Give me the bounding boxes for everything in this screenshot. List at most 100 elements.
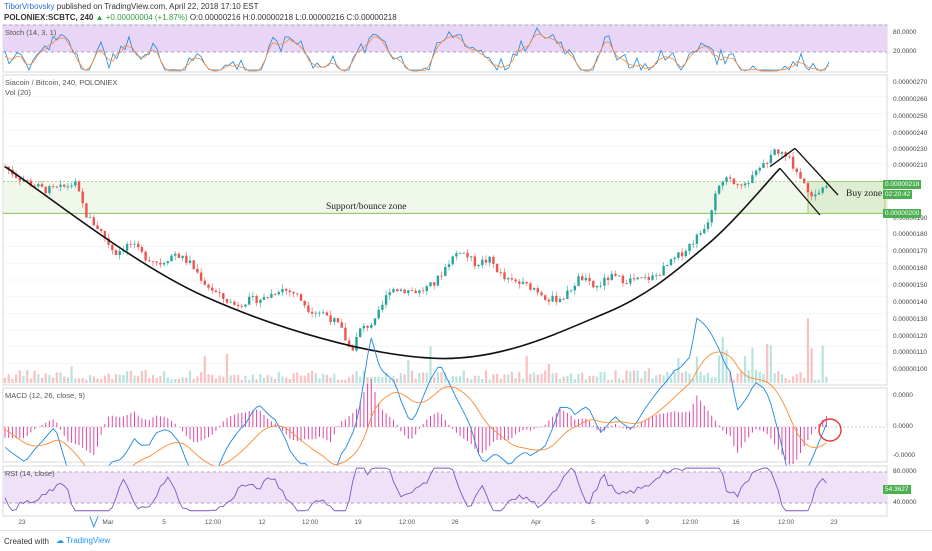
volume-bar [636, 370, 639, 383]
stoch-tick-20: 20.0000 [893, 48, 917, 55]
volume-bar [588, 376, 591, 383]
buy-zone-label: Buy zone [846, 189, 883, 199]
volume-bar [33, 370, 36, 383]
volume-bar [706, 372, 710, 383]
volume-bar [440, 371, 443, 383]
candle-body [495, 263, 499, 273]
candle-body [55, 186, 58, 188]
volume-bar [558, 378, 562, 383]
candle-body [529, 283, 532, 290]
candle-body [566, 290, 569, 300]
candle-body [251, 295, 255, 297]
volume-bar [410, 370, 414, 383]
volume-bar [688, 373, 691, 383]
volume-bar [488, 379, 491, 383]
stoch-d-line [4, 33, 830, 72]
candle-body [366, 325, 369, 328]
candle-body [581, 276, 584, 281]
published-text: published on TradingView.com, April 22, … [56, 2, 259, 11]
volume-bar [721, 336, 724, 383]
volume-bar [766, 344, 769, 383]
author-link[interactable]: TiborVrbovsky [4, 2, 55, 11]
support-zone-label: Support/bounce zone [326, 202, 407, 212]
candle-body [532, 288, 536, 290]
volume-bar [266, 375, 269, 383]
candle-body [266, 297, 269, 298]
volume-bar [595, 376, 599, 383]
candle-body [547, 299, 551, 302]
volume-bar [344, 379, 347, 383]
volume-bar [262, 377, 266, 383]
volume-bar [692, 378, 695, 383]
volume-bar [163, 371, 166, 383]
volume-bar [314, 373, 317, 383]
candle-body [133, 243, 136, 245]
volume-bar [514, 378, 517, 383]
volume-bar [248, 379, 251, 383]
tradingview-logo[interactable]: ☁ TradingView [56, 536, 110, 545]
macd-tick: 0.0000 [893, 423, 913, 430]
volume-bar [292, 373, 295, 383]
volume-bar [348, 377, 351, 383]
candle-body [714, 193, 717, 211]
volume-bar [551, 372, 554, 383]
candle-body [810, 192, 813, 197]
candle-body [510, 278, 514, 280]
candle-body [477, 265, 480, 267]
volume-bar [599, 371, 602, 383]
volume-bar [318, 378, 321, 383]
volume-bar [185, 377, 188, 383]
candle-body [114, 250, 118, 256]
price-tick: 0.00000210 [893, 162, 928, 169]
volume-bar [607, 379, 610, 383]
candle-body [599, 285, 602, 287]
candle-body [63, 184, 66, 187]
price-tick: 0.00000270 [893, 79, 928, 86]
candle-body [655, 275, 658, 277]
candle-body [40, 184, 44, 187]
candle-body [677, 252, 680, 258]
volume-bar [751, 347, 754, 383]
price-title: Siacoin / Bitcoin, 240, POLONIEX [5, 78, 118, 87]
volume-bar [669, 377, 673, 383]
candle-body [777, 149, 780, 154]
volume-bar [299, 375, 303, 383]
volume-bar [699, 371, 702, 383]
candle-body [325, 312, 329, 316]
volume-bar [788, 379, 791, 383]
candle-body [318, 312, 321, 314]
volume-bar [644, 371, 647, 383]
candle-body [137, 243, 140, 248]
volume-bar [625, 370, 628, 383]
volume-bar [336, 379, 340, 383]
volume-bar [373, 376, 377, 383]
candle-body [747, 183, 750, 184]
candle-body [48, 186, 51, 193]
volume-bar [614, 370, 617, 383]
candle-body [314, 312, 317, 314]
volume-bar [718, 355, 721, 383]
volume-bar [436, 372, 439, 383]
volume-bar [355, 371, 358, 383]
volume-bar [629, 371, 632, 383]
price-tick: 0.00000170 [893, 248, 928, 255]
volume-bar [769, 345, 772, 383]
candle-body [606, 277, 610, 281]
ohlc-values: O:0.00000216 H:0.00000218 L:0.00000216 C… [189, 13, 397, 22]
candle-body [669, 259, 673, 265]
candle-body [817, 192, 821, 195]
candle-body [429, 282, 432, 287]
candle-body [710, 210, 713, 223]
candle-body [303, 300, 306, 306]
x-tick: Mar [102, 519, 114, 526]
volume-bar [484, 370, 488, 383]
x-tick: Apr [530, 519, 542, 526]
candle-body [629, 278, 632, 284]
price-candles [3, 148, 828, 352]
candle-body [92, 217, 95, 226]
price-tick: 0.00000180 [893, 231, 928, 238]
candle-body [111, 244, 114, 251]
volume-bar [473, 375, 476, 383]
volume-bar [536, 374, 539, 383]
